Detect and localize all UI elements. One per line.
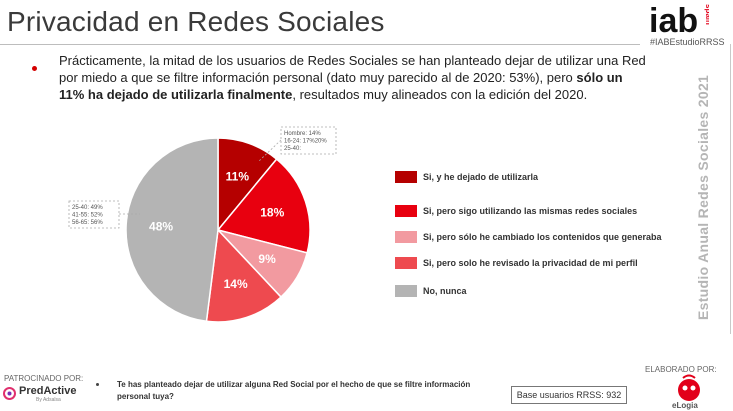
pie-label-2: 9% (258, 252, 276, 266)
legend-label-3: Si, pero solo he revisado la privacidad … (423, 258, 638, 268)
sponsor-label: PATROCINADO POR: (4, 374, 84, 383)
annotation-box-0 (280, 126, 337, 155)
annotation-text-1-1: 41-55: 52% (72, 213, 103, 219)
question-bullet (96, 383, 99, 386)
intro-text-2: , resultados muy alineados con la edició… (292, 87, 588, 102)
annotation-box-1 (68, 200, 120, 229)
iab-logo-sub: spain (704, 4, 709, 25)
legend-label-1: Si, pero sigo utilizando las mismas rede… (423, 206, 638, 216)
legend-label-2: Si, pero sólo he cambiado los contenidos… (423, 232, 662, 242)
annotation-text-1-2: 56-65: 56% (72, 220, 103, 226)
sample-base: Base usuarios RRSS: 932 (511, 386, 627, 404)
bullet-dot (32, 66, 37, 71)
legend-item-4: No, nunca (395, 284, 467, 298)
legend-label-0: Si, y he dejado de utilizarla (423, 172, 539, 182)
author-label: ELABORADO POR: (645, 365, 717, 374)
sponsor-name: PredActive (19, 385, 77, 397)
intro-paragraph: Prácticamente, la mitad de los usuarios … (59, 52, 649, 103)
pie-label-0: 11% (226, 169, 250, 183)
pie-label-1: 18% (260, 205, 284, 219)
elogia-logo-icon (678, 374, 700, 401)
predactive-logo-icon (3, 387, 16, 400)
annotation-text-0-1: 16-24: 17%20% (284, 139, 327, 145)
legend-label-4: No, nunca (423, 286, 467, 296)
intro-bold: sólo un 11% ha dejado de utilizarla fina… (59, 70, 623, 102)
legend-swatch-3 (395, 257, 417, 269)
author-name: eLogia (672, 401, 698, 410)
legend-item-2: Si, pero sólo he cambiado los contenidos… (395, 230, 662, 244)
sponsor-sub: By Adsalsa (36, 397, 61, 403)
legend-swatch-4 (395, 285, 417, 297)
pie-label-4: 48% (149, 219, 173, 233)
annotation-text-1-0: 25-40: 49% (72, 205, 103, 211)
legend-swatch-0 (395, 171, 417, 183)
title-divider (0, 44, 640, 45)
intro-text-1: Prácticamente, la mitad de los usuarios … (59, 53, 646, 85)
iab-logo: iab spain (649, 2, 709, 38)
annotation-leader-0 (257, 139, 282, 163)
page-title: Privacidad en Redes Sociales (7, 6, 385, 37)
legend-item-1: Si, pero sigo utilizando las mismas rede… (395, 204, 637, 218)
survey-question: Te has planteado dejar de utilizar algun… (117, 380, 471, 401)
pie-slice-4 (125, 137, 219, 323)
legend-swatch-2 (395, 231, 417, 243)
side-divider (730, 44, 731, 334)
pie-slice-1 (216, 158, 311, 254)
pie-slice-3 (205, 228, 283, 323)
hashtag: #IABEstudioRRSS (650, 37, 725, 47)
legend-item-0: Si, y he dejado de utilizarla (395, 170, 538, 184)
legend-item-3: Si, pero solo he revisado la privacidad … (395, 256, 638, 270)
annotation-text-0-0: Hombre: 14% (284, 131, 321, 137)
pie-label-3: 14% (224, 277, 248, 291)
annotation-text-0-2: 25-40: (284, 146, 301, 152)
legend-swatch-1 (395, 205, 417, 217)
iab-logo-text: iab (649, 2, 698, 38)
